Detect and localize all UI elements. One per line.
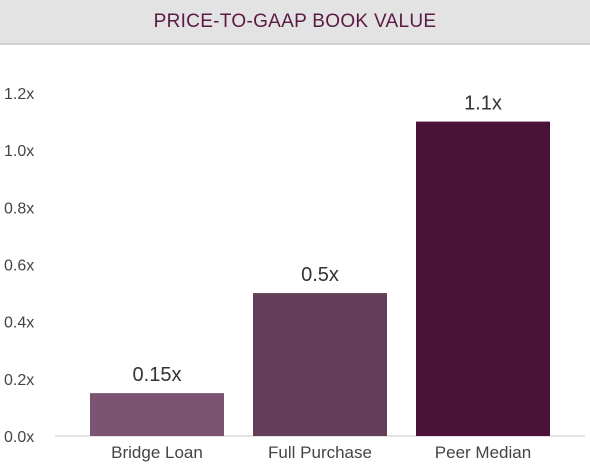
header-divider — [0, 43, 590, 45]
chart-header: PRICE-TO-GAAP BOOK VALUE — [0, 0, 590, 43]
data-labels: 0.15x 0.5x 1.1x — [133, 93, 502, 387]
data-label: 0.5x — [301, 264, 339, 286]
y-tick-label: 0.8x — [4, 200, 34, 217]
chart-title: PRICE-TO-GAAP BOOK VALUE — [153, 10, 437, 32]
y-tick-label: 1.0x — [4, 143, 34, 160]
x-axis-categories: Bridge Loan Full Purchase Peer Median — [111, 443, 531, 462]
y-tick-label: 1.2x — [4, 86, 34, 103]
bar — [253, 293, 387, 436]
y-tick-label: 0.4x — [4, 315, 34, 332]
y-tick-label: 0.6x — [4, 258, 34, 275]
y-tick-label: 0.0x — [4, 429, 34, 446]
data-label: 0.15x — [133, 364, 182, 386]
y-tick-label: 0.2x — [4, 372, 34, 389]
y-axis: 0.0x 0.2x 0.4x 0.6x 0.8x 1.0x 1.2x — [4, 86, 34, 446]
x-category-label: Peer Median — [435, 443, 531, 462]
bar — [416, 121, 550, 436]
bars — [90, 121, 550, 436]
data-label: 1.1x — [464, 93, 502, 115]
x-category-label: Full Purchase — [268, 443, 372, 462]
x-category-label: Bridge Loan — [111, 443, 203, 462]
bar — [90, 393, 224, 436]
